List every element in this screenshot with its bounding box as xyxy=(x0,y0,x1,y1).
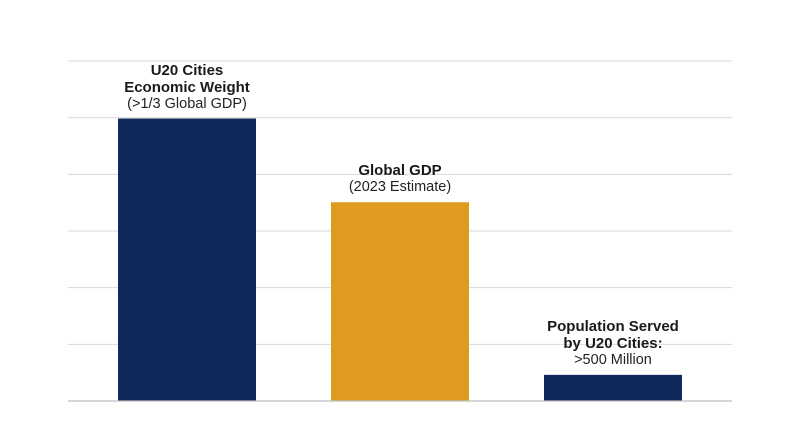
bar-label-line: Global GDP xyxy=(358,162,442,180)
bar-label-line: Economic Weight xyxy=(124,78,250,96)
bar-label-line: by U20 Cities: xyxy=(563,334,663,352)
bar-label-line: >500 Million xyxy=(574,351,652,368)
bar-data-label: Global GDP (2023 Estimate) xyxy=(310,162,490,196)
bar xyxy=(118,118,256,402)
bars xyxy=(118,118,682,402)
bar-label-line: (>1/3 Global GDP) xyxy=(127,95,247,112)
bar-label-line: (2023 Estimate) xyxy=(348,179,452,196)
bar-label-line: U20 Cities xyxy=(150,61,224,79)
bar-data-label: U20 Cities Economic Weight (>1/3 Global GD… xyxy=(97,62,277,113)
bar-data-label: Population Served by U20 Cities: >500 Mill… xyxy=(523,318,703,369)
bar xyxy=(331,202,469,401)
bar-label-line: Population Served xyxy=(547,317,679,335)
bar xyxy=(544,374,682,401)
